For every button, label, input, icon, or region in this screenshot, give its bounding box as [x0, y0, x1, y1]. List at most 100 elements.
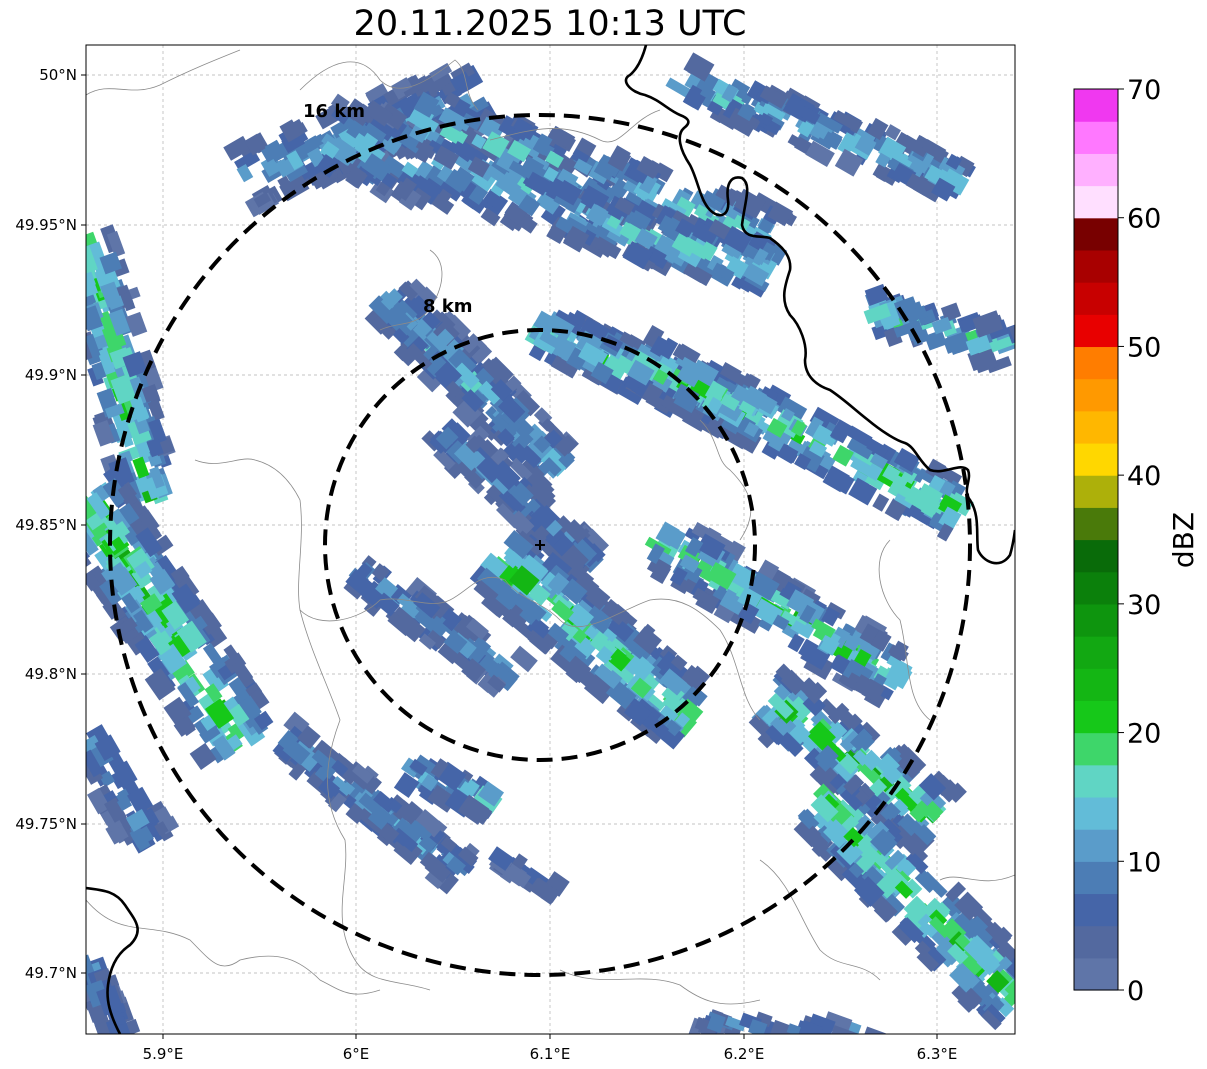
echo-cell [545, 519, 563, 537]
echo-cell [900, 835, 920, 856]
echo-cell [284, 162, 308, 183]
echo-cell [86, 492, 111, 520]
echo-cell [511, 591, 539, 617]
echo-cell [413, 91, 440, 118]
echo-cell [104, 403, 125, 419]
colorbar-cell [1074, 957, 1118, 991]
echo-cell [1020, 968, 1037, 985]
echo-cell [345, 802, 367, 824]
colorbar-cell [1074, 603, 1118, 637]
echo-cell [480, 552, 510, 581]
echo-cell [202, 665, 229, 694]
echo-cell [330, 93, 350, 112]
echo-cell [893, 447, 920, 473]
lat-tick-label: 49.95°N [15, 216, 77, 234]
echo-cell [65, 278, 84, 303]
echo-cell [578, 342, 608, 369]
colorbar-cell [1074, 185, 1118, 219]
echo-cell [361, 153, 392, 182]
echo-cell [64, 249, 86, 271]
echo-cell [461, 658, 486, 683]
echo-cell [343, 580, 364, 600]
echo-cell [797, 1020, 824, 1034]
echo-cell [922, 800, 944, 822]
echo-cell [140, 593, 163, 615]
echo-cell [414, 160, 434, 181]
colorbar-tick-label: 0 [1127, 976, 1144, 1007]
echo-cell [562, 225, 590, 253]
echo-cell [981, 1009, 1002, 1031]
echo-cell [918, 483, 944, 504]
map-title: 20.11.2025 10:13 UTC [353, 4, 747, 44]
echo-cell [409, 758, 428, 776]
echo-cell [262, 158, 281, 177]
echo-cell [754, 598, 784, 623]
echo-cell [340, 146, 359, 165]
echo-cell [393, 772, 420, 798]
echo-cell [595, 645, 615, 665]
echo-cell [380, 288, 403, 311]
echo-cell [614, 196, 635, 216]
echo-cell [461, 333, 482, 354]
colorbar-cell [1074, 861, 1118, 895]
echo-cell [714, 376, 737, 395]
echo-cell [856, 759, 882, 785]
echo-cell [86, 787, 111, 815]
echo-cell [425, 629, 446, 650]
echo-cell [433, 145, 460, 170]
lon-tick-label: 6.3°E [917, 1045, 958, 1063]
colorbar-cell [1074, 539, 1118, 573]
echo-cell [488, 846, 515, 871]
echo-cell [942, 331, 970, 354]
echo-cell [147, 561, 164, 578]
echo-cell [152, 806, 177, 834]
echo-cell [585, 203, 609, 227]
echo-cell [855, 457, 883, 481]
echo-cell [811, 812, 829, 830]
echo-cell [797, 809, 816, 827]
echo-cell [860, 749, 883, 771]
echo-cell [664, 527, 686, 550]
colorbar-cell [1074, 153, 1118, 187]
echo-cell [675, 218, 696, 239]
echo-cell [286, 150, 304, 171]
radar-echo-layer [64, 52, 1037, 1034]
echo-cell [106, 230, 126, 258]
echo-cell [812, 424, 834, 446]
colorbar-cell [1074, 796, 1118, 830]
echo-cell [891, 798, 911, 818]
echo-cell [700, 190, 726, 212]
echo-cell [533, 435, 551, 454]
echo-cell [825, 601, 847, 620]
echo-cell [418, 834, 437, 853]
echo-cell [652, 234, 683, 264]
echo-cell [282, 738, 311, 766]
echo-cell [658, 337, 679, 360]
echo-cell [480, 207, 501, 227]
echo-cell [644, 245, 667, 267]
echo-cell [870, 629, 892, 652]
echo-cell [794, 453, 812, 471]
echo-cell [433, 448, 456, 471]
echo-cell [100, 807, 123, 833]
echo-cell [853, 876, 885, 907]
echo-cell [147, 418, 168, 444]
echo-cell [669, 566, 688, 586]
echo-cell [681, 236, 711, 260]
colorbar-cell [1074, 700, 1118, 734]
echo-cell [86, 333, 101, 359]
echo-cell [93, 968, 112, 984]
echo-cell [317, 777, 341, 799]
lat-tick-label: 49.7°N [25, 964, 77, 982]
echo-cell [234, 150, 261, 172]
echo-cell [439, 640, 463, 662]
echo-cell [972, 310, 1004, 338]
echo-cell [832, 444, 854, 467]
echo-cell [722, 98, 745, 122]
echo-cell [497, 428, 515, 446]
echo-cell [748, 714, 771, 736]
colorbar-cell [1074, 668, 1118, 701]
echo-cell [914, 823, 937, 846]
echo-cell [429, 62, 453, 82]
echo-cell [822, 131, 843, 150]
